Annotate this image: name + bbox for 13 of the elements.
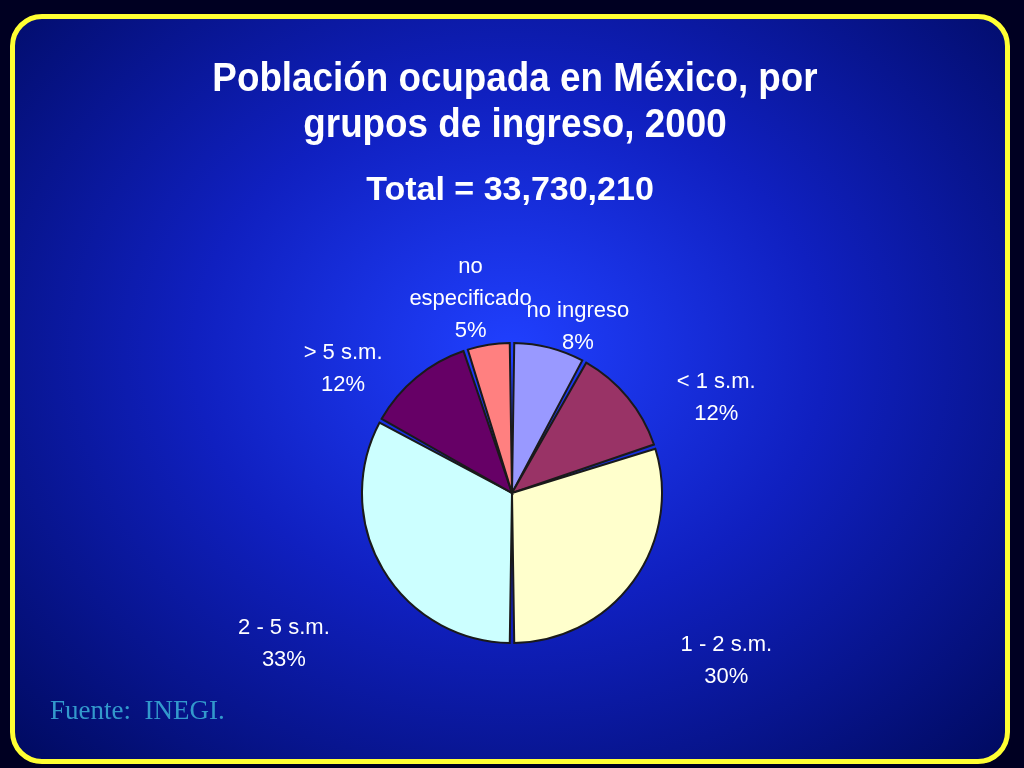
- data-label: 5%: [454, 316, 487, 342]
- source-note: Fuente: INEGI.: [50, 695, 225, 726]
- chart-title: Población ocupada en México, por grupos de ingreso, 2000: [211, 54, 819, 146]
- data-label: 33%: [261, 646, 306, 672]
- data-label: 12%: [321, 371, 366, 397]
- chart-subtitle: Total = 33,730,210: [365, 169, 655, 208]
- slice-label: 2 - 5 s.m.: [238, 614, 330, 640]
- data-label: 8%: [562, 328, 594, 354]
- slice-label: < 1 s.m.: [676, 367, 756, 393]
- data-label: 12%: [694, 399, 739, 425]
- data-label: 30%: [704, 663, 749, 689]
- slice-label: > 5 s.m.: [303, 339, 383, 365]
- slice-label: 1 - 2 s.m.: [680, 631, 773, 657]
